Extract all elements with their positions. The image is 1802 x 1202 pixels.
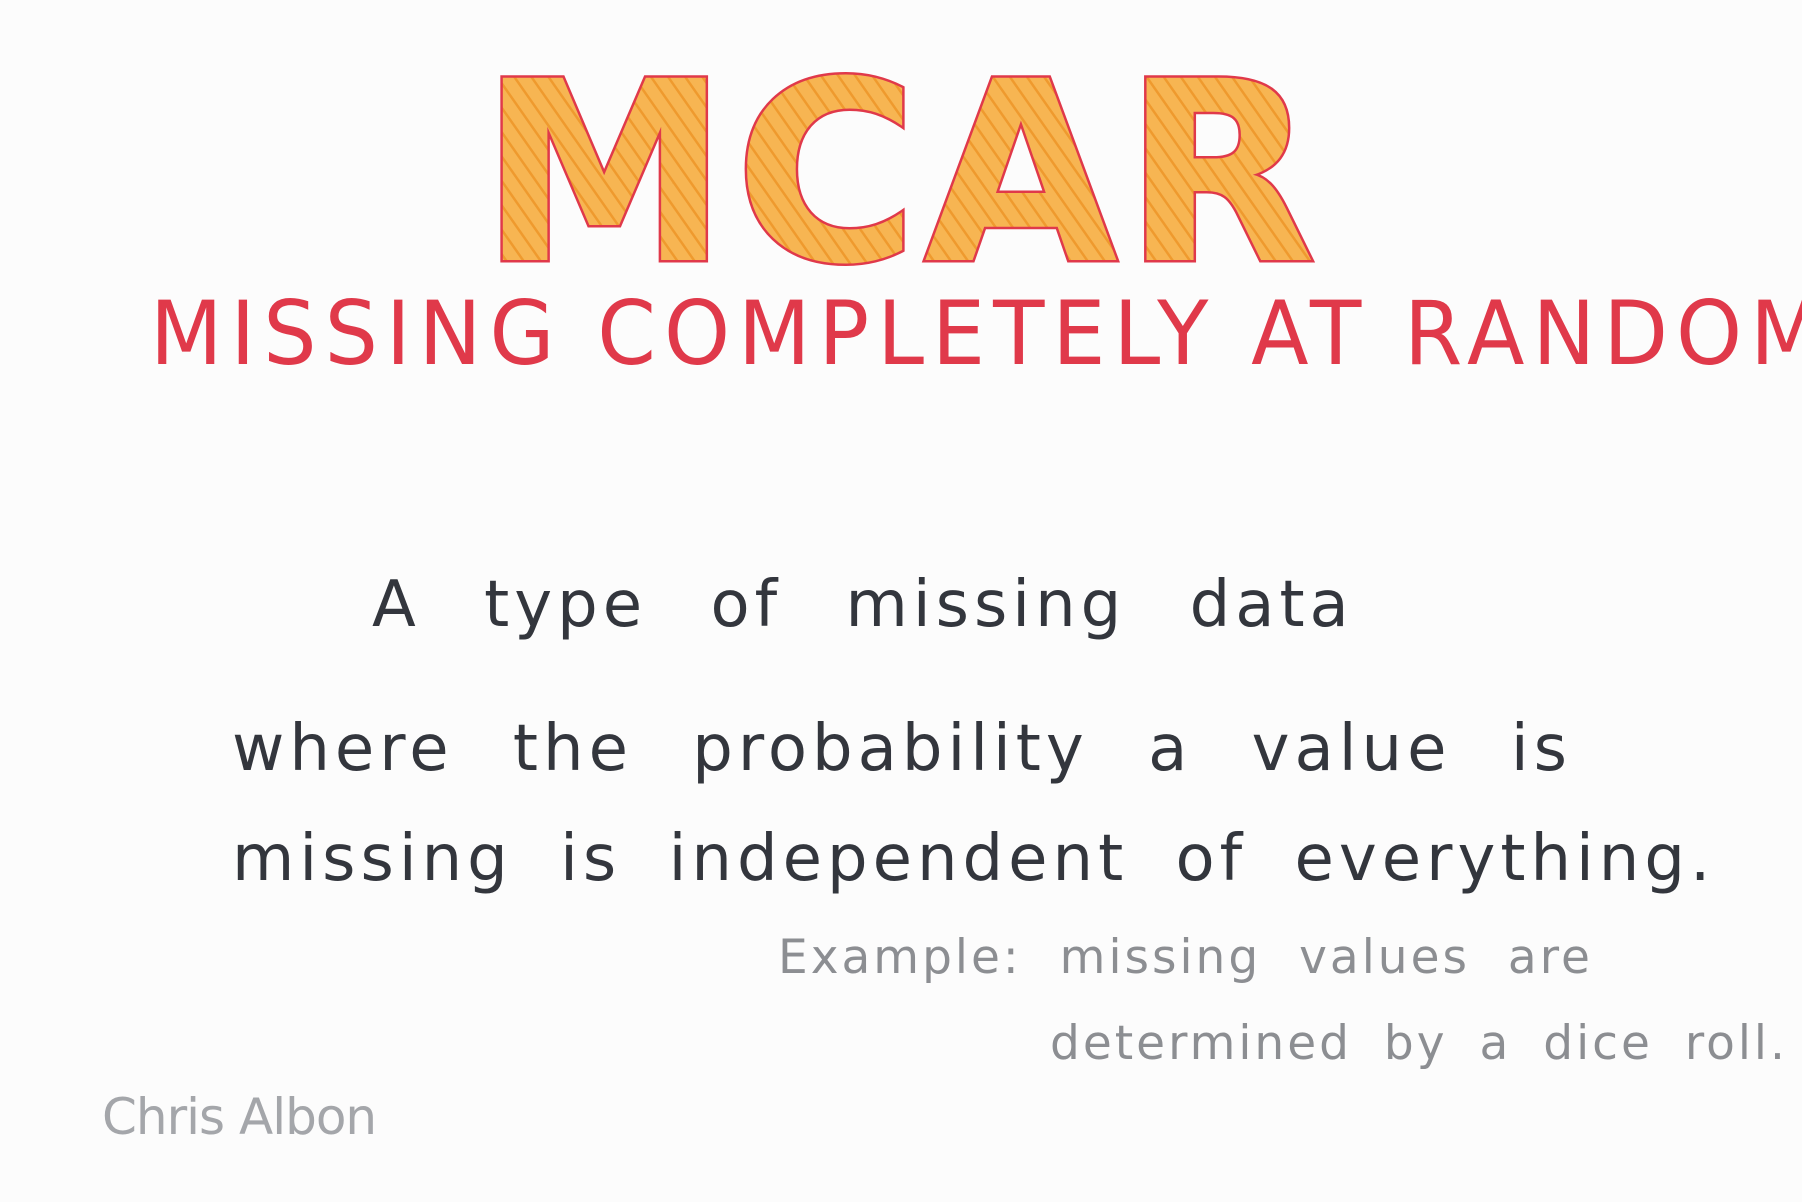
page-title: MCAR	[480, 28, 1322, 298]
example-line-2: determined by a dice roll.	[1050, 1016, 1788, 1071]
definition-line-2: where the probability a value is	[232, 712, 1572, 786]
definition-line-1: A type of missing data	[372, 568, 1354, 642]
author-signature: Chris Albon	[102, 1088, 377, 1146]
definition-line-3: missing is independent of everything.	[232, 822, 1716, 896]
page-subtitle: MISSING COMPLETELY AT RANDOM	[150, 282, 1802, 385]
title-graphic: MCAR	[477, 28, 1322, 298]
example-line-1: Example: missing values are	[778, 930, 1593, 985]
title-block: MCAR	[0, 28, 1802, 298]
